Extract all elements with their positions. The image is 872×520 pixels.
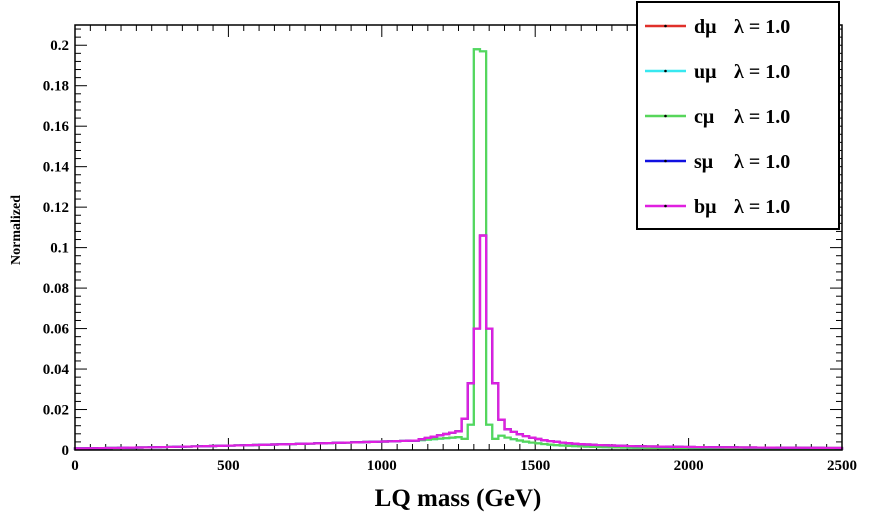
legend-marker [664,114,667,118]
legend-quark-label: cμ [694,106,715,128]
y-tick-label: 0.06 [43,322,70,338]
axis-ticks [74,25,843,451]
legend: dμ λ = 1.0 uμ λ = 1.0 cμ λ = 1.0 sμ λ = 1.0 bμ λ … [636,1,840,230]
plot-frame [74,24,843,451]
legend-quark-label: bμ [694,196,717,218]
x-tick-label: 0 [71,458,79,474]
tick-labels: 0 500 1000 1500 2000 2500 0 0.02 0.04 0.06 0.08 0.1… [43,38,857,474]
legend-quark-label: sμ [694,151,714,173]
y-tick-label: 0.12 [43,200,69,216]
y-tick-label: 0.16 [43,119,70,135]
legend-marker [664,24,667,28]
legend-coupling-label: λ = 1.0 [734,106,790,128]
x-tick-label: 1500 [520,458,550,474]
series-group [73,48,844,450]
x-tick-label: 1000 [367,458,397,474]
y-tick-label: 0.14 [43,160,70,176]
y-tick-label: 0.04 [43,362,70,378]
y-axis-title: Normalized [9,195,24,265]
legend-quark-label: uμ [694,61,717,83]
x-tick-label: 500 [217,458,240,474]
y-tick-label: 0.1 [50,241,69,257]
x-axis-title: LQ mass (GeV) [375,485,542,512]
legend-marker [664,69,667,73]
y-tick-label: 0.18 [43,79,69,95]
series-line-5 [73,234,844,450]
legend-marker [664,159,667,163]
y-tick-label: 0.02 [43,403,69,419]
y-tick-label: 0 [62,443,70,459]
y-tick-label: 0.2 [50,38,69,54]
legend-coupling-label: λ = 1.0 [734,16,790,38]
legend-coupling-label: λ = 1.0 [734,151,790,173]
legend-marker [664,204,667,208]
legend-coupling-label: λ = 1.0 [734,61,790,83]
y-tick-label: 0.08 [43,281,69,297]
legend-coupling-label: λ = 1.0 [734,196,790,218]
x-tick-label: 2500 [827,458,857,474]
legend-quark-label: dμ [694,16,717,38]
x-tick-label: 2000 [674,458,704,474]
